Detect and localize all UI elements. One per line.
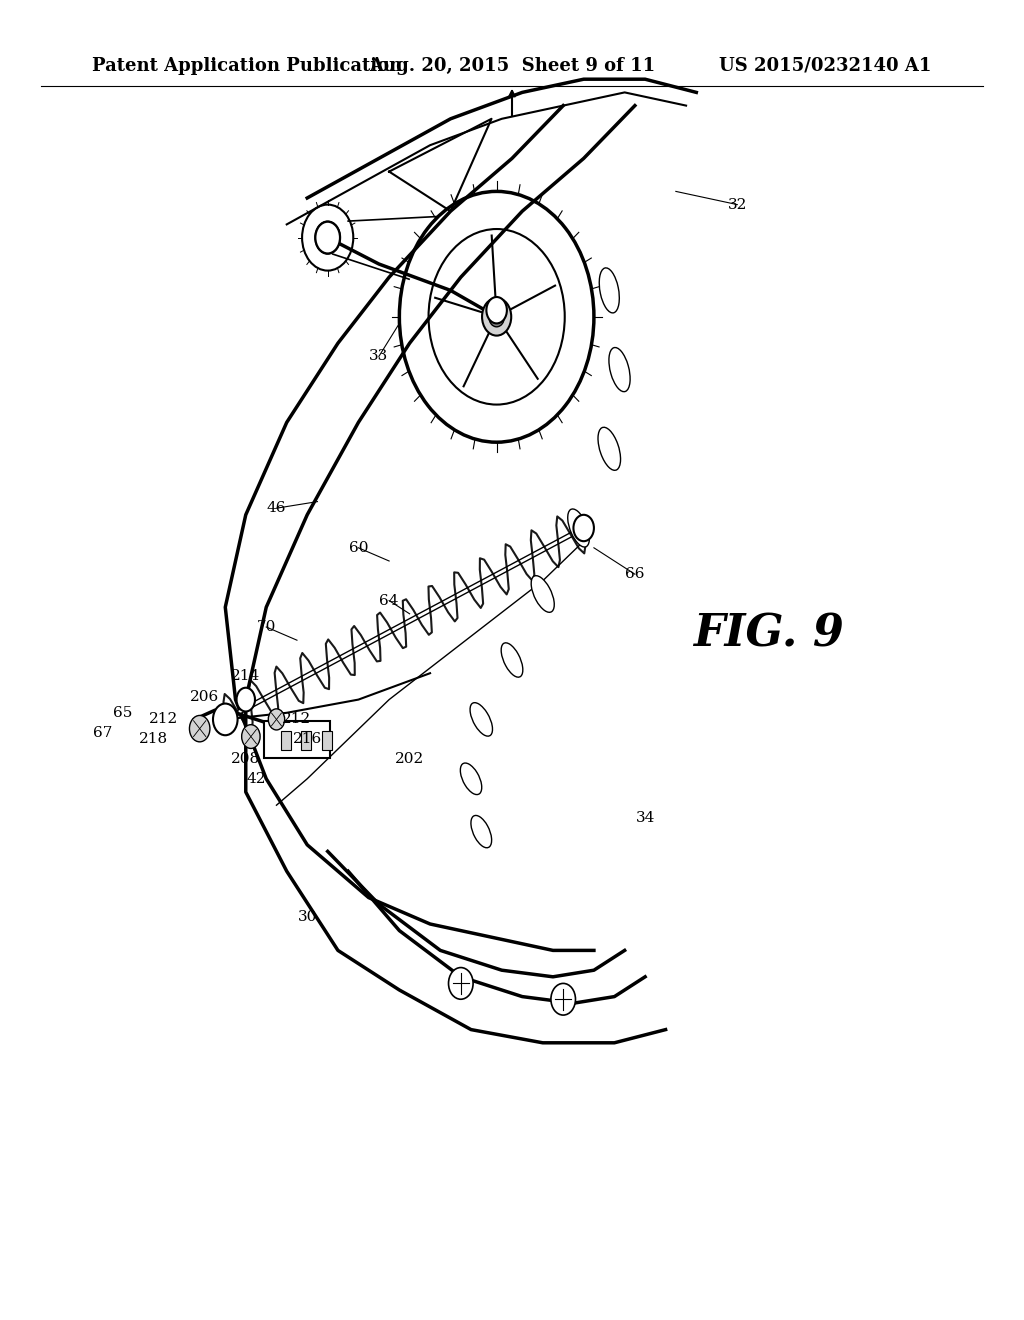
FancyBboxPatch shape bbox=[301, 731, 311, 750]
Text: Aug. 20, 2015  Sheet 9 of 11: Aug. 20, 2015 Sheet 9 of 11 bbox=[369, 57, 655, 75]
Text: 42: 42 bbox=[246, 772, 266, 785]
Text: 208: 208 bbox=[231, 752, 260, 766]
Ellipse shape bbox=[470, 702, 493, 737]
Text: FIG. 9: FIG. 9 bbox=[692, 612, 844, 655]
FancyBboxPatch shape bbox=[281, 731, 291, 750]
Text: 216: 216 bbox=[293, 733, 322, 746]
Ellipse shape bbox=[567, 510, 590, 546]
Circle shape bbox=[486, 297, 507, 323]
Ellipse shape bbox=[598, 428, 621, 470]
Ellipse shape bbox=[609, 347, 630, 392]
Circle shape bbox=[488, 306, 505, 327]
Text: 46: 46 bbox=[266, 502, 287, 515]
Circle shape bbox=[573, 515, 594, 541]
Circle shape bbox=[242, 725, 260, 748]
Text: 65: 65 bbox=[114, 706, 132, 719]
Circle shape bbox=[213, 704, 238, 735]
Text: 67: 67 bbox=[93, 726, 112, 739]
Ellipse shape bbox=[501, 643, 523, 677]
FancyBboxPatch shape bbox=[264, 721, 330, 758]
Ellipse shape bbox=[461, 763, 481, 795]
Text: 214: 214 bbox=[231, 669, 260, 682]
Text: 206: 206 bbox=[190, 690, 219, 704]
Text: 212: 212 bbox=[283, 713, 311, 726]
Text: 212: 212 bbox=[150, 713, 178, 726]
Text: 64: 64 bbox=[379, 594, 399, 607]
Text: Patent Application Publication: Patent Application Publication bbox=[92, 57, 402, 75]
Text: 33: 33 bbox=[370, 350, 388, 363]
Circle shape bbox=[482, 298, 511, 335]
Circle shape bbox=[268, 709, 285, 730]
Text: 202: 202 bbox=[395, 752, 424, 766]
FancyBboxPatch shape bbox=[322, 731, 332, 750]
Text: 218: 218 bbox=[139, 733, 168, 746]
Text: 60: 60 bbox=[348, 541, 369, 554]
Text: 30: 30 bbox=[298, 911, 316, 924]
Circle shape bbox=[315, 222, 340, 253]
Text: 70: 70 bbox=[257, 620, 275, 634]
Circle shape bbox=[237, 688, 255, 711]
Circle shape bbox=[449, 968, 473, 999]
Text: 32: 32 bbox=[728, 198, 746, 211]
Text: 66: 66 bbox=[625, 568, 645, 581]
Ellipse shape bbox=[471, 816, 492, 847]
Text: 34: 34 bbox=[636, 812, 654, 825]
Ellipse shape bbox=[531, 576, 554, 612]
Circle shape bbox=[551, 983, 575, 1015]
Ellipse shape bbox=[599, 268, 620, 313]
Circle shape bbox=[189, 715, 210, 742]
Text: US 2015/0232140 A1: US 2015/0232140 A1 bbox=[720, 57, 932, 75]
